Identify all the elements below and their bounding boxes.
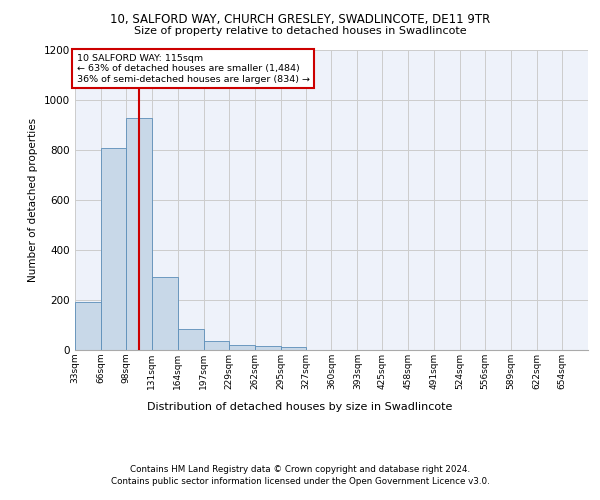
- Bar: [178, 329, 203, 350]
- Bar: [152, 277, 178, 350]
- Text: Distribution of detached houses by size in Swadlincote: Distribution of detached houses by size …: [148, 402, 452, 412]
- Bar: [254, 346, 281, 350]
- Bar: [229, 345, 254, 350]
- Bar: [75, 302, 101, 350]
- Text: Contains HM Land Registry data © Crown copyright and database right 2024.: Contains HM Land Registry data © Crown c…: [130, 465, 470, 474]
- Text: Size of property relative to detached houses in Swadlincote: Size of property relative to detached ho…: [134, 26, 466, 36]
- Bar: [203, 341, 229, 350]
- Y-axis label: Number of detached properties: Number of detached properties: [28, 118, 38, 282]
- Text: Contains public sector information licensed under the Open Government Licence v3: Contains public sector information licen…: [110, 478, 490, 486]
- Bar: [281, 347, 305, 350]
- Text: 10 SALFORD WAY: 115sqm
← 63% of detached houses are smaller (1,484)
36% of semi-: 10 SALFORD WAY: 115sqm ← 63% of detached…: [77, 54, 310, 84]
- Text: 10, SALFORD WAY, CHURCH GRESLEY, SWADLINCOTE, DE11 9TR: 10, SALFORD WAY, CHURCH GRESLEY, SWADLIN…: [110, 12, 490, 26]
- Bar: [126, 118, 152, 350]
- Bar: [101, 148, 126, 350]
